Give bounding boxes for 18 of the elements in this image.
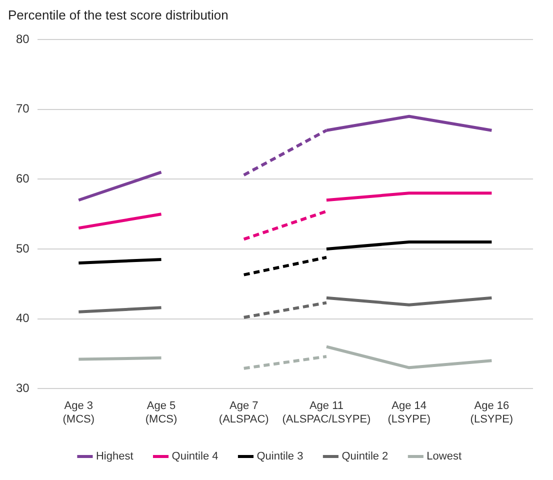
x-tick-label: Age 7 (ALSPAC) xyxy=(218,400,269,426)
legend-label: Lowest xyxy=(426,450,462,463)
legend-label: Highest xyxy=(96,450,134,463)
y-tick-label: 40 xyxy=(16,311,30,326)
y-tick-label: 70 xyxy=(16,102,30,116)
x-tick-label: Age 5 (MCS) xyxy=(145,400,178,426)
y-tick-label: 50 xyxy=(16,241,30,256)
chart-title: Percentile of the test score distribution xyxy=(8,7,228,22)
y-tick-label: 80 xyxy=(16,32,30,46)
legend-label: Quintile 2 xyxy=(342,450,388,463)
y-tick-label: 30 xyxy=(16,380,30,395)
y-tick-label: 60 xyxy=(16,172,30,186)
x-tick-label: Age 14 (LSYPE) xyxy=(388,400,430,426)
legend-label: Quintile 4 xyxy=(172,450,218,463)
x-tick-label: Age 16 (LSYPE) xyxy=(470,400,514,426)
x-tick-label: Age 3 (MCS) xyxy=(62,400,95,426)
x-tick-label: Age 11 (ALSPAC/LSYPE) xyxy=(282,400,371,426)
legend-label: Quintile 3 xyxy=(256,450,304,463)
